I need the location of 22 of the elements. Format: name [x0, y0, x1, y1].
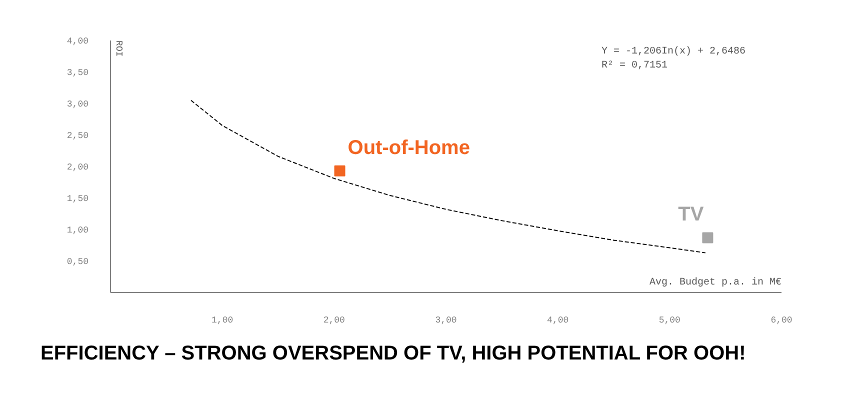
x-tick-label: 3,00	[435, 316, 457, 326]
y-axis-title: ROI	[114, 40, 124, 57]
annotation: R² = 0,7151	[602, 60, 668, 72]
text: EFFICIENCY – STRONG OVERSPEND OF TV, HIGH POTENTIAL FOR OOH!	[40, 342, 746, 364]
annotation: Y = -1,206In(x) + 2,6486	[602, 46, 746, 58]
x-tick-label: 2,00	[323, 316, 345, 326]
x-tick-label: 4,00	[547, 316, 569, 326]
y-tick-label: 1,50	[66, 194, 89, 204]
y-tick-label: 2,50	[66, 131, 89, 141]
series-label: Out-of-Home	[348, 136, 470, 159]
x-tick-label: 6,00	[770, 316, 792, 326]
y-tick-label: 1,00	[66, 226, 89, 236]
y-tick-label: 3,00	[66, 100, 89, 110]
y-tick-label: 3,50	[66, 68, 89, 78]
x-tick-label: 1,00	[212, 316, 234, 326]
y-tick-label: 0,50	[66, 257, 89, 267]
y-tick-label: 4,00	[66, 36, 89, 46]
series-label: TV	[678, 204, 704, 226]
y-tick-label: 2,00	[66, 162, 89, 172]
x-axis-title: Avg. Budget p.a. in M€	[649, 276, 782, 288]
line-series	[190, 100, 706, 254]
x-tick-label: 5,00	[658, 316, 680, 326]
